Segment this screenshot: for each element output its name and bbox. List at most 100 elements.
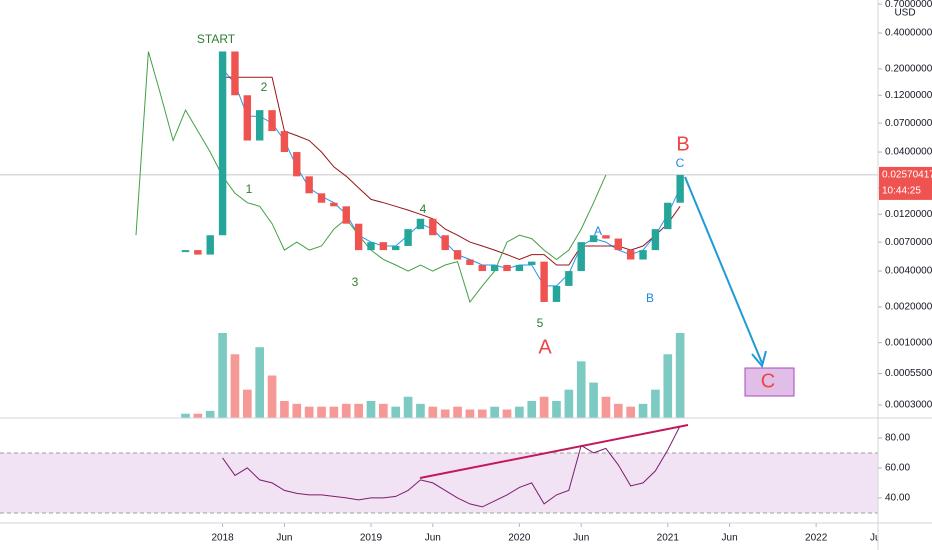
candle xyxy=(466,259,474,265)
x-tick-label: Jun xyxy=(276,533,292,544)
candle xyxy=(676,174,684,203)
candle xyxy=(255,110,264,141)
annotation: START xyxy=(197,32,236,46)
candle xyxy=(317,193,326,203)
volume-bar xyxy=(304,406,314,418)
candle xyxy=(392,245,400,251)
volume-bar xyxy=(403,396,413,418)
countdown: 10:44:25 xyxy=(882,186,921,197)
volume-bar xyxy=(181,413,190,418)
annotation: B xyxy=(676,133,689,155)
volume-bar xyxy=(416,403,425,418)
volume-bar xyxy=(490,406,499,418)
x-tick-label: 2019 xyxy=(360,533,383,544)
rsi-line xyxy=(222,425,681,508)
candle xyxy=(664,202,672,230)
last-price-box xyxy=(879,166,932,200)
rsi-trendline xyxy=(419,424,689,479)
rsi-tick-label: 40.00 xyxy=(885,493,910,504)
candle xyxy=(441,235,449,251)
volume-bar xyxy=(564,389,574,418)
volume-bar xyxy=(218,333,227,418)
candle xyxy=(429,218,437,236)
volume-bar xyxy=(428,406,438,418)
candle xyxy=(305,176,313,194)
volume-bar xyxy=(515,406,524,418)
candle xyxy=(515,264,524,272)
candle xyxy=(231,51,239,96)
volume-bar xyxy=(255,347,265,418)
candle xyxy=(404,229,412,246)
candle xyxy=(503,264,511,272)
x-tick-label: 2021 xyxy=(657,533,680,544)
volume-bar xyxy=(527,401,537,418)
volume-bar xyxy=(354,403,363,418)
volume-bar xyxy=(366,401,376,418)
volume-bar xyxy=(242,389,252,418)
target-box xyxy=(744,367,795,397)
candle xyxy=(651,229,660,251)
volume-bar xyxy=(539,396,549,418)
candle xyxy=(577,242,585,272)
x-tick-label: Jun xyxy=(722,533,738,544)
y-tick-label: 0.00030000 xyxy=(885,400,932,411)
volume-bar xyxy=(440,409,450,418)
candle xyxy=(354,223,363,251)
annotation: A xyxy=(538,336,552,358)
x-tick-label: Jun xyxy=(425,533,441,544)
candle xyxy=(602,235,610,239)
last-price-label: 0.02570417 xyxy=(882,170,932,181)
annotation: 2 xyxy=(261,80,268,94)
volume-bar xyxy=(230,354,240,418)
candle xyxy=(293,152,301,177)
volume-bar xyxy=(675,333,685,418)
volume-bar xyxy=(576,361,586,418)
candle xyxy=(639,250,647,260)
x-tick-label: Jun xyxy=(573,533,589,544)
candle xyxy=(218,51,227,236)
annotation: 4 xyxy=(420,202,427,216)
x-tick-label: 2018 xyxy=(211,533,234,544)
volume-bar xyxy=(267,375,277,418)
x-tick-label: Jun xyxy=(870,533,886,544)
volume-bar xyxy=(292,403,302,418)
candle xyxy=(268,110,276,132)
annotation: 5 xyxy=(537,316,544,330)
indicator-line xyxy=(222,76,681,266)
volume-bar xyxy=(379,403,388,418)
volume-bar xyxy=(663,354,673,418)
volume-bar xyxy=(613,403,623,418)
x-tick-label: 2020 xyxy=(508,533,531,544)
candle xyxy=(416,218,425,230)
rsi-tick-label: 60.00 xyxy=(885,463,910,474)
candle xyxy=(330,202,338,207)
candle xyxy=(490,264,499,272)
projection-arrow xyxy=(684,176,763,364)
volume-bar xyxy=(465,409,475,418)
candle xyxy=(379,242,388,251)
volume-bar xyxy=(626,406,636,418)
candle xyxy=(367,242,375,251)
volume-bar xyxy=(589,382,598,418)
candle xyxy=(206,235,214,255)
volume-bar xyxy=(552,401,561,418)
candle xyxy=(540,261,548,302)
candle xyxy=(181,250,190,253)
volume-bar xyxy=(341,403,351,418)
annotation: C xyxy=(761,370,775,392)
volume-bar xyxy=(601,396,611,418)
annotation: 3 xyxy=(352,275,359,289)
annotation: C xyxy=(676,156,685,170)
volume-bar xyxy=(193,413,203,418)
candle xyxy=(626,250,635,260)
currency: USD xyxy=(894,8,915,19)
